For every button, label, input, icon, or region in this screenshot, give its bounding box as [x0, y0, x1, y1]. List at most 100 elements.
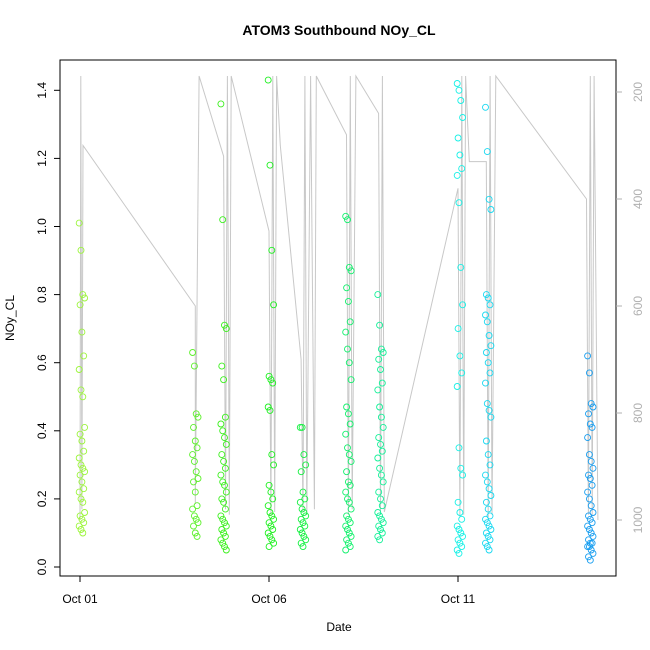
data-point	[587, 457, 595, 465]
data-point	[298, 505, 306, 513]
data-point	[379, 349, 387, 356]
data-point	[585, 543, 593, 551]
data-point	[585, 553, 592, 561]
data-point	[587, 400, 595, 408]
data-point	[189, 505, 197, 513]
data-point	[302, 536, 310, 544]
y-tick-label: 1.4	[35, 82, 49, 99]
data-point	[190, 423, 197, 431]
data-point	[343, 512, 351, 520]
data-point	[81, 509, 89, 516]
data-point	[486, 461, 494, 469]
data-point	[454, 498, 462, 506]
data-point	[483, 543, 491, 551]
data-point	[191, 437, 199, 445]
data-point	[378, 379, 386, 387]
data-point	[344, 216, 351, 224]
data-point	[487, 492, 495, 499]
data-point	[265, 372, 273, 380]
flight-series-3	[217, 100, 230, 554]
data-point	[379, 519, 387, 527]
data-point	[485, 546, 493, 554]
data-point	[486, 301, 494, 309]
data-point	[456, 509, 464, 516]
data-point	[189, 349, 197, 356]
flight-series-8	[453, 80, 467, 557]
x-axis: Oct 01 Oct 06 Oct 11	[62, 575, 476, 606]
data-point	[79, 498, 87, 506]
flight-series-10	[584, 352, 597, 564]
data-point	[77, 246, 85, 254]
flight-series-7	[374, 291, 387, 544]
data-point	[457, 529, 465, 537]
data-point	[77, 461, 85, 469]
y-tick-label: 0.6	[35, 354, 49, 371]
data-point	[374, 386, 382, 394]
data-point	[80, 519, 88, 527]
data-point	[586, 515, 594, 523]
data-point	[264, 403, 272, 411]
data-point	[344, 526, 351, 533]
data-point	[298, 423, 306, 431]
data-point	[219, 427, 227, 435]
data-point	[194, 519, 202, 527]
plot-area	[75, 74, 599, 564]
data-point	[457, 263, 465, 271]
data-point	[269, 379, 277, 387]
data-point	[194, 413, 202, 421]
data-point	[75, 454, 83, 462]
data-point	[300, 532, 308, 540]
data-point	[190, 362, 198, 370]
data-point	[76, 471, 84, 479]
data-point	[584, 488, 592, 496]
data-point	[347, 457, 355, 465]
data-point	[585, 369, 593, 377]
data-point	[190, 478, 197, 486]
data-point	[377, 526, 384, 533]
data-point	[343, 284, 351, 292]
data-point	[221, 543, 228, 551]
data-point	[269, 495, 277, 503]
data-point	[297, 539, 305, 547]
data-point	[344, 495, 351, 503]
data-point	[377, 366, 384, 373]
data-point	[220, 498, 228, 506]
data-point	[346, 543, 354, 551]
flight-series-2	[189, 349, 202, 540]
data-point	[585, 471, 592, 479]
data-point	[585, 495, 593, 503]
data-point	[458, 369, 466, 377]
data-point	[377, 345, 385, 353]
data-point	[217, 100, 225, 108]
data-point	[75, 488, 83, 496]
data-point	[484, 294, 492, 302]
data-point	[221, 505, 229, 513]
data-point	[268, 512, 276, 520]
data-point	[487, 206, 495, 213]
data-point	[347, 505, 355, 513]
data-point	[585, 512, 592, 520]
data-point	[455, 549, 463, 557]
data-point	[342, 488, 350, 496]
data-point	[584, 352, 592, 360]
data-point	[78, 478, 86, 486]
data-point	[459, 114, 467, 121]
data-point	[486, 536, 494, 544]
data-point	[459, 471, 467, 479]
data-point	[78, 437, 86, 445]
data-point	[222, 325, 230, 333]
data-point	[218, 495, 226, 503]
data-point	[458, 165, 466, 173]
data-point	[81, 294, 89, 302]
data-point	[193, 532, 201, 540]
data-point	[190, 522, 197, 530]
data-point	[376, 536, 384, 544]
data-point	[298, 529, 306, 537]
data-point	[301, 495, 309, 503]
data-point	[217, 512, 225, 520]
y-right-tick-label: 400	[631, 189, 645, 209]
data-point	[482, 529, 490, 537]
data-point	[482, 498, 490, 506]
data-point	[265, 543, 273, 551]
